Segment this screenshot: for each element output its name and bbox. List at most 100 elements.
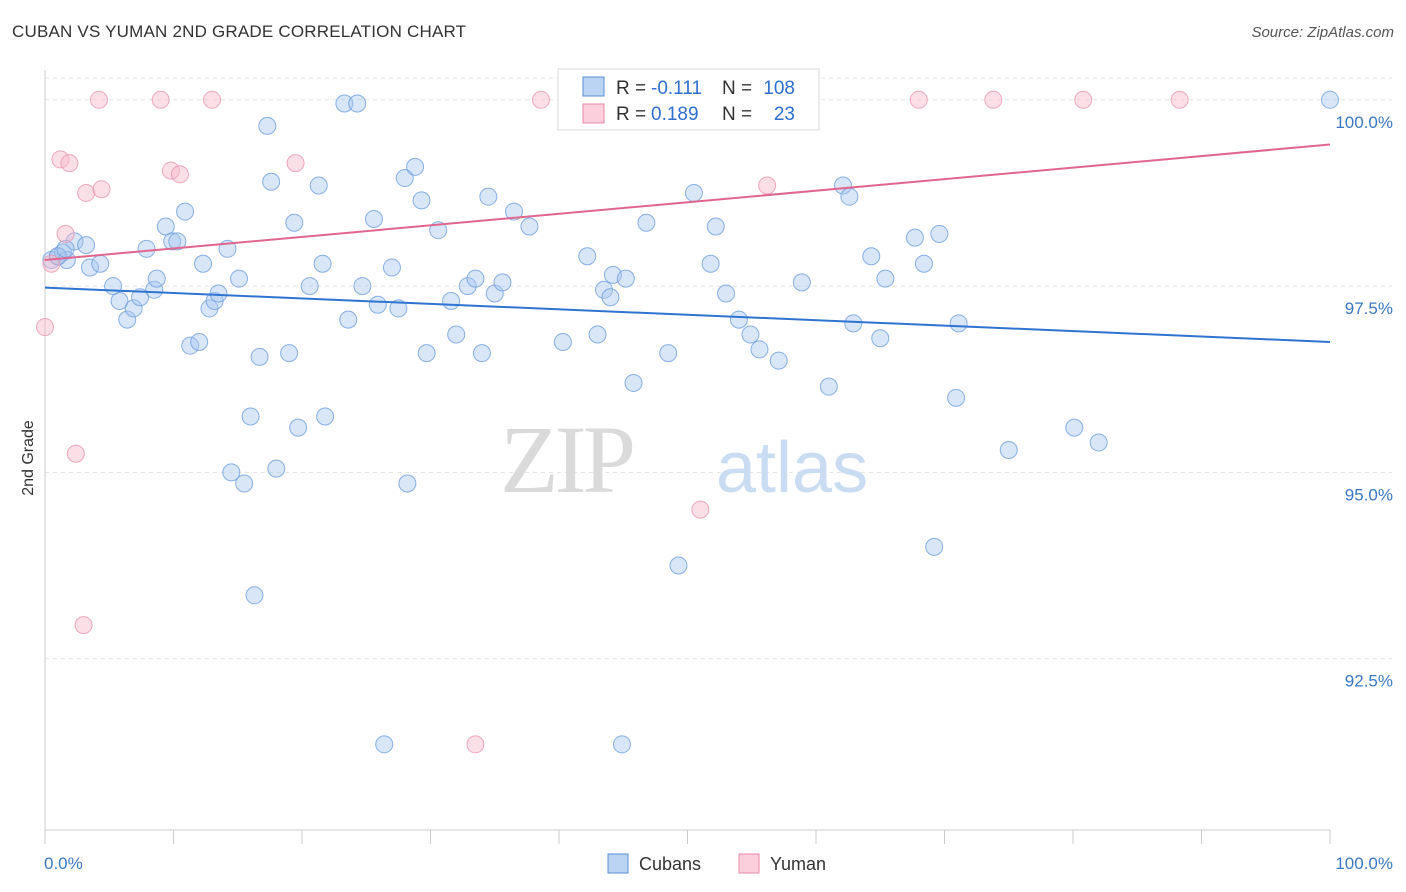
cuban-point-10 bbox=[118, 310, 137, 329]
cuban-point-37 bbox=[285, 213, 304, 232]
cuban-point-97 bbox=[914, 254, 933, 273]
watermark: ZIP atlas bbox=[500, 406, 868, 513]
stats-legend-swatch-cubans bbox=[582, 76, 605, 97]
cuban-point-4 bbox=[65, 232, 84, 251]
cuban-point-63 bbox=[479, 187, 498, 206]
cuban-point-16 bbox=[156, 217, 175, 236]
cuban-point-27 bbox=[222, 463, 241, 482]
cuban-point-13 bbox=[137, 239, 156, 258]
cuban-point-7 bbox=[91, 254, 110, 273]
cuban-point-84 bbox=[729, 310, 748, 329]
cuban-point-25 bbox=[209, 284, 228, 303]
yuman-point-0 bbox=[36, 318, 54, 337]
bottom-legend-label-yuman: Yuman bbox=[770, 854, 826, 874]
cuban-point-59 bbox=[447, 325, 466, 344]
cuban-point-65 bbox=[493, 273, 512, 292]
cuban-point-50 bbox=[382, 258, 401, 277]
cuban-point-6 bbox=[80, 258, 99, 277]
cuban-point-106 bbox=[48, 247, 67, 266]
cuban-point-36 bbox=[280, 344, 299, 363]
cuban-point-85 bbox=[741, 325, 760, 344]
yuman-point-12 bbox=[170, 165, 189, 184]
cuban-point-51 bbox=[389, 299, 408, 318]
cuban-point-19 bbox=[176, 202, 195, 221]
watermark-zip: ZIP bbox=[500, 406, 633, 513]
cuban-point-100 bbox=[947, 388, 966, 407]
cuban-point-53 bbox=[395, 169, 414, 188]
cuban-point-62 bbox=[472, 344, 491, 363]
trend-line-cubans bbox=[44, 286, 1331, 343]
cuban-point-95 bbox=[876, 269, 895, 288]
cuban-point-17 bbox=[163, 232, 182, 251]
stats-legend: R = -0.111 N = 108 R = 0.189 N = 23 bbox=[557, 68, 820, 131]
cuban-point-75 bbox=[616, 269, 635, 288]
cuban-point-68 bbox=[553, 332, 572, 351]
watermark-atlas: atlas bbox=[716, 428, 868, 508]
cuban-point-18 bbox=[168, 232, 187, 251]
stats-r-label-yuman: R = bbox=[616, 104, 646, 125]
yuman-point-20 bbox=[984, 90, 1003, 109]
gridlines bbox=[45, 77, 1392, 660]
cuban-point-48 bbox=[368, 295, 387, 314]
yuman-point-17 bbox=[691, 500, 710, 519]
cuban-point-31 bbox=[245, 586, 264, 605]
axes bbox=[44, 70, 1331, 844]
cuban-point-5 bbox=[77, 236, 96, 255]
cuban-point-35 bbox=[267, 459, 286, 478]
cuban-point-81 bbox=[701, 254, 720, 273]
yuman-point-13 bbox=[203, 90, 222, 109]
yuman-point-5 bbox=[66, 444, 85, 463]
yuman-point-18 bbox=[758, 176, 777, 195]
yuman-point-7 bbox=[77, 183, 96, 202]
cuban-point-44 bbox=[339, 310, 358, 329]
yuman-point-1 bbox=[42, 254, 61, 273]
stats-n-value-yuman: 23 bbox=[774, 104, 795, 125]
x-tick-labels: 0.0% 100.0% bbox=[44, 854, 1393, 873]
cuban-point-96 bbox=[905, 228, 924, 247]
cuban-point-102 bbox=[999, 441, 1018, 459]
cuban-point-40 bbox=[309, 176, 328, 195]
cuban-point-11 bbox=[124, 299, 143, 318]
cuban-point-67 bbox=[520, 217, 539, 236]
cuban-point-29 bbox=[235, 474, 254, 493]
cuban-point-28 bbox=[230, 269, 249, 288]
cuban-point-21 bbox=[190, 332, 209, 351]
cuban-point-54 bbox=[406, 157, 425, 176]
yuman-point-15 bbox=[466, 735, 485, 754]
cuban-point-78 bbox=[659, 344, 678, 363]
chart-title: CUBAN VS YUMAN 2ND GRADE CORRELATION CHA… bbox=[12, 22, 467, 41]
trend-line-yuman bbox=[44, 143, 1331, 261]
cuban-point-105 bbox=[1321, 90, 1339, 109]
chart-source: Source: ZipAtlas.com bbox=[1251, 24, 1394, 41]
cuban-point-101 bbox=[949, 314, 968, 333]
stats-legend-swatch-yuman bbox=[582, 103, 605, 124]
cuban-point-9 bbox=[110, 291, 129, 310]
y-axis-title: 2nd Grade bbox=[20, 420, 37, 496]
cuban-point-94 bbox=[871, 329, 890, 348]
cuban-point-77 bbox=[637, 213, 656, 232]
yuman-point-9 bbox=[89, 90, 108, 109]
stats-n-label-yuman: N = bbox=[722, 104, 752, 125]
cuban-point-87 bbox=[769, 351, 788, 370]
cuban-point-43 bbox=[335, 94, 354, 113]
cuban-point-103 bbox=[1065, 418, 1084, 437]
yuman-point-3 bbox=[56, 224, 75, 243]
cuban-point-15 bbox=[147, 269, 166, 288]
y-tick-label-2: 95.0% bbox=[1345, 485, 1393, 504]
series-yuman bbox=[36, 90, 1189, 754]
series-cubans bbox=[42, 90, 1339, 754]
cuban-point-58 bbox=[442, 291, 461, 310]
bottom-legend-swatch-yuman bbox=[738, 853, 760, 874]
cuban-point-60 bbox=[458, 277, 477, 296]
yuman-point-2 bbox=[51, 150, 70, 169]
cuban-point-88 bbox=[792, 273, 811, 292]
y-tick-label-1: 97.5% bbox=[1345, 299, 1393, 318]
yuman-point-4 bbox=[60, 154, 79, 173]
cuban-point-22 bbox=[194, 254, 213, 273]
yuman-point-14 bbox=[286, 154, 305, 173]
cuban-point-47 bbox=[364, 210, 383, 229]
yuman-point-19 bbox=[909, 90, 928, 109]
cuban-point-91 bbox=[840, 187, 859, 206]
stats-r-value-cubans: -0.111 bbox=[651, 78, 702, 99]
